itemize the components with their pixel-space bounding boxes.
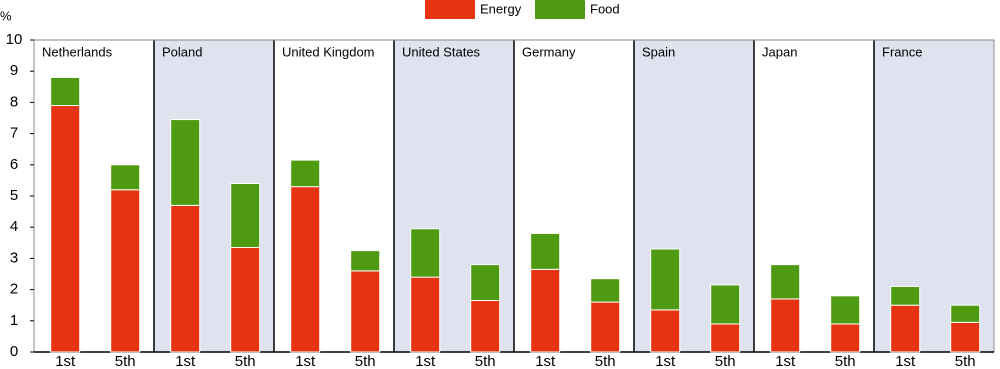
x-tick-label: 1st xyxy=(55,353,76,369)
bar-segment xyxy=(770,264,801,300)
panel-label: Spain xyxy=(642,44,675,59)
x-tick-label: 5th xyxy=(835,353,856,369)
bar-segment xyxy=(530,232,561,270)
bar-segment xyxy=(230,246,261,353)
bar-segment xyxy=(590,301,621,353)
x-tick-label: 5th xyxy=(235,353,256,369)
x-tick-label: 1st xyxy=(655,353,676,369)
legend-label: Energy xyxy=(480,1,522,16)
bar-segment xyxy=(290,186,321,353)
y-tick-label: 10 xyxy=(6,31,23,48)
bar-segment xyxy=(890,304,921,353)
bar-segment xyxy=(710,323,741,353)
y-tick-label: 0 xyxy=(10,343,18,360)
y-tick-label: 9 xyxy=(10,62,18,79)
bar-segment xyxy=(170,119,201,206)
panel-label: Poland xyxy=(162,44,202,59)
x-tick-label: 5th xyxy=(475,353,496,369)
bar-segment xyxy=(350,270,381,353)
x-tick-label: 1st xyxy=(415,353,436,369)
x-tick-label: 1st xyxy=(775,353,796,369)
panel-label: Netherlands xyxy=(42,44,113,59)
bar-segment xyxy=(530,268,561,353)
legend-swatch xyxy=(425,0,475,19)
bar-segment xyxy=(890,285,921,306)
x-tick-label: 1st xyxy=(535,353,556,369)
legend-swatch xyxy=(535,0,585,19)
bar-segment xyxy=(410,276,441,353)
bar-segment xyxy=(590,278,621,303)
bar-segment xyxy=(110,164,141,191)
bar-segment xyxy=(830,323,861,353)
bar-segment xyxy=(950,321,981,353)
y-tick-label: 6 xyxy=(10,156,18,173)
y-tick-label: 5 xyxy=(10,187,18,204)
bar-segment xyxy=(830,295,861,325)
x-tick-label: 1st xyxy=(895,353,916,369)
bar-segment xyxy=(410,228,441,278)
x-tick-label: 5th xyxy=(955,353,976,369)
bar-segment xyxy=(50,76,81,107)
bar-segment xyxy=(290,159,321,188)
bar-segment xyxy=(650,248,681,311)
bar-segment xyxy=(110,189,141,353)
x-tick-label: 5th xyxy=(355,353,376,369)
bar-segment xyxy=(350,250,381,272)
y-tick-label: 4 xyxy=(10,218,18,235)
y-tick-label: 3 xyxy=(10,249,18,266)
bar-segment xyxy=(650,309,681,353)
bar-segment xyxy=(230,183,261,248)
y-tick-label: 8 xyxy=(10,93,18,110)
bar-segment xyxy=(710,284,741,325)
panel-label: France xyxy=(882,44,922,59)
panel-label: Germany xyxy=(522,44,576,59)
bar-segment xyxy=(170,204,201,353)
legend-label: Food xyxy=(590,1,620,16)
y-tick-label: 2 xyxy=(10,281,18,298)
x-tick-label: 1st xyxy=(175,353,196,369)
bar-segment xyxy=(950,304,981,323)
panel-label: Japan xyxy=(762,44,797,59)
x-tick-label: 5th xyxy=(595,353,616,369)
x-tick-label: 5th xyxy=(115,353,136,369)
bar-segment xyxy=(770,298,801,353)
bar-segment xyxy=(50,105,81,353)
y-axis-label: % xyxy=(0,8,12,23)
panel-label: United Kingdom xyxy=(282,44,375,59)
bar-segment xyxy=(470,264,501,302)
y-tick-label: 1 xyxy=(10,312,18,329)
panel-label: United States xyxy=(402,44,481,59)
x-tick-label: 1st xyxy=(295,353,316,369)
bar-segment xyxy=(470,300,501,353)
x-tick-label: 5th xyxy=(715,353,736,369)
y-tick-label: 7 xyxy=(10,125,18,142)
